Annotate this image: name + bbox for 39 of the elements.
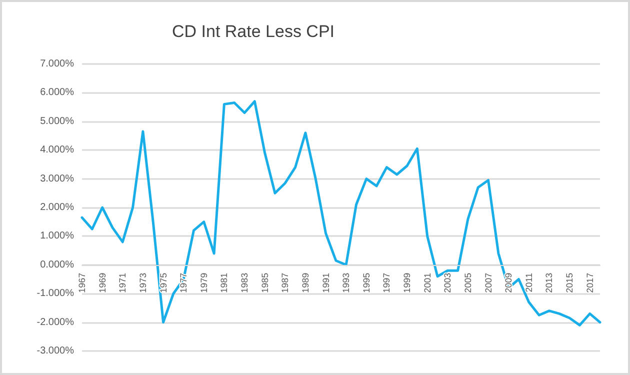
- y-tick-label: 2.000%: [40, 202, 74, 213]
- x-tick-label: 1973: [138, 272, 148, 293]
- x-tick-label: 1985: [260, 272, 270, 293]
- x-tick-label: 1991: [320, 272, 331, 293]
- x-tick-label: 1989: [300, 272, 310, 293]
- y-tick-label: -1.000%: [36, 288, 74, 300]
- x-tick-label: 1979: [198, 272, 209, 293]
- x-tick-label: 1971: [118, 272, 128, 293]
- y-tick-label: 6.000%: [40, 87, 74, 98]
- y-tick-label: 1.000%: [40, 230, 74, 242]
- x-tick-label: 2009: [504, 272, 514, 293]
- x-tick-label: 1993: [341, 272, 352, 293]
- y-tick-label: 5.000%: [40, 116, 74, 127]
- y-tick-label: 0.000%: [40, 259, 74, 270]
- x-tick-label: 1981: [219, 272, 230, 293]
- x-tick-label: 2001: [422, 272, 432, 293]
- y-tick-label: 3.000%: [40, 173, 74, 184]
- x-tick-label: 2017: [584, 272, 595, 293]
- x-tick-label: 1967: [77, 272, 87, 293]
- line-series: [80, 100, 602, 326]
- x-tick-label: 2005: [462, 272, 473, 293]
- x-tick-label: 1995: [361, 272, 372, 293]
- x-tick-label: 1999: [402, 272, 412, 293]
- y-tick-label: 7.000%: [40, 58, 74, 70]
- x-tick-label: 1969: [97, 272, 108, 293]
- x-tick-label: 1975: [158, 272, 168, 293]
- x-tick-label: 2003: [442, 272, 453, 293]
- x-tick-label: 1983: [240, 272, 250, 293]
- y-tick-label: -3.000%: [36, 346, 74, 356]
- x-tick-label: 2011: [524, 272, 534, 292]
- x-tick-label: 1977: [178, 272, 189, 293]
- x-tick-label: 1987: [280, 272, 290, 293]
- x-tick-label: 2007: [483, 272, 494, 293]
- x-tick-label: 1997: [382, 272, 392, 293]
- x-tick-label: 2013: [544, 272, 554, 293]
- chart-title: CD Int Rate Less CPI: [172, 22, 335, 41]
- x-tick-label: 2015: [564, 272, 575, 293]
- y-tick-label: 4.000%: [40, 144, 74, 156]
- y-tick-label: -2.000%: [36, 316, 74, 328]
